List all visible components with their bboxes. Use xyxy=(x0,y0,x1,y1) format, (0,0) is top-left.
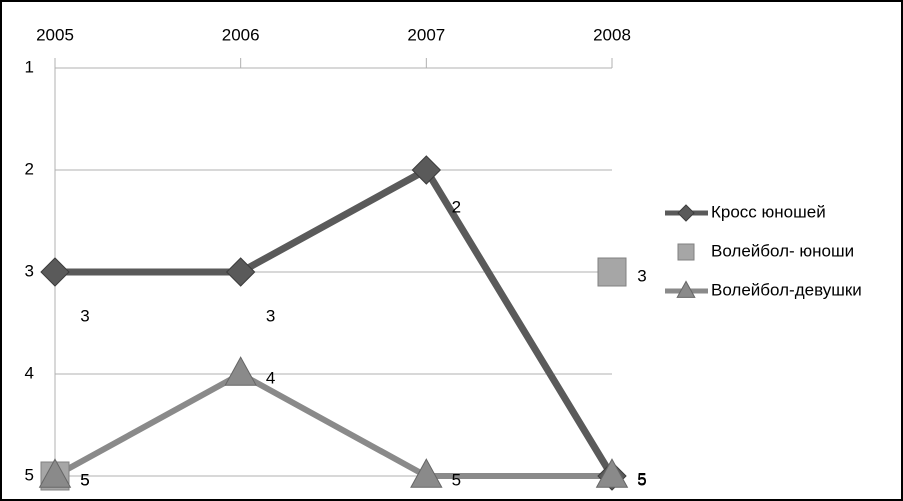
y-tick-label: 2 xyxy=(25,159,34,178)
legend-marker xyxy=(677,204,695,222)
data-point xyxy=(410,458,443,488)
x-tick-label: 2008 xyxy=(593,25,631,44)
data-label: 5 xyxy=(80,470,89,489)
data-point xyxy=(595,458,629,488)
data-point xyxy=(38,458,72,488)
data-label: 3 xyxy=(266,306,275,325)
series-line xyxy=(53,371,612,479)
data-label: 3 xyxy=(80,306,89,325)
legend-marker xyxy=(677,243,695,261)
y-tick-label: 3 xyxy=(25,261,34,280)
data-point xyxy=(40,257,70,287)
data-label: 5 xyxy=(80,470,89,489)
legend-label: Волейбол-девушки xyxy=(711,280,862,299)
data-point xyxy=(224,356,257,386)
data-label: 3 xyxy=(637,266,646,285)
data-point xyxy=(411,155,442,185)
data-label: 4 xyxy=(266,368,275,387)
legend-marker xyxy=(676,280,696,298)
x-tick-label: 2006 xyxy=(222,25,260,44)
y-tick-label: 4 xyxy=(25,363,34,382)
data-label: 5 xyxy=(637,470,646,489)
data-point xyxy=(597,257,627,287)
data-point xyxy=(225,257,256,287)
data-label: 2 xyxy=(452,197,461,216)
x-tick-label: 2005 xyxy=(36,25,74,44)
data-label: 5 xyxy=(637,469,646,488)
data-label: 5 xyxy=(452,470,461,489)
legend-label: Волейбол- юноши xyxy=(711,241,854,260)
x-tick-label: 2007 xyxy=(407,25,445,44)
series-line xyxy=(55,166,615,478)
legend-label: Кросс юношей xyxy=(711,202,826,221)
y-tick-label: 1 xyxy=(25,57,34,76)
y-tick-label: 5 xyxy=(25,465,34,484)
